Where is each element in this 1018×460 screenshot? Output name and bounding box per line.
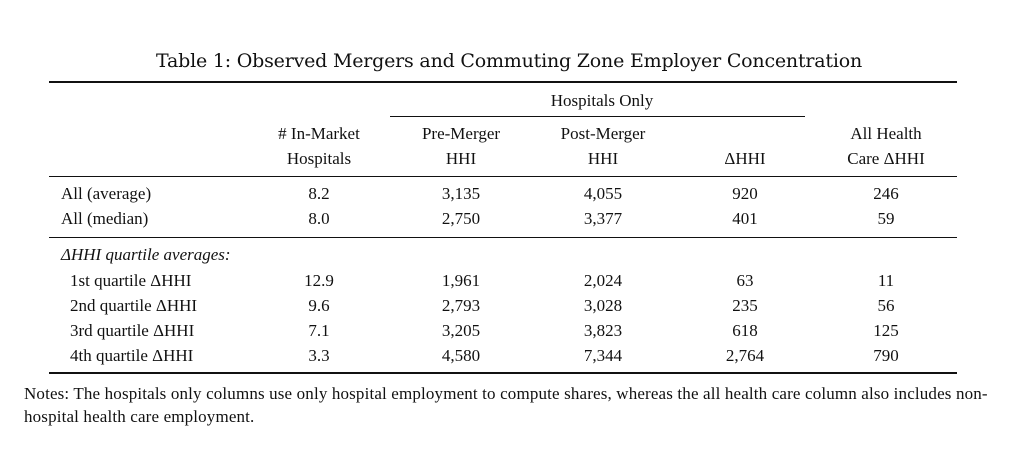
table-cell: 3,205 (441, 321, 481, 340)
table-cell: 125 (873, 321, 899, 340)
quartile-section-heading: ΔHHI quartile averages: (61, 245, 231, 264)
row-label: 3rd quartile ΔHHI (70, 321, 195, 340)
row-label: 2nd quartile ΔHHI (70, 296, 198, 315)
table-cell: 2,764 (725, 346, 765, 365)
row-label: 4th quartile ΔHHI (70, 346, 194, 365)
table-cell: 56 (877, 296, 895, 315)
table-cell: 9.6 (308, 296, 330, 315)
table-cell: 618 (732, 321, 758, 340)
table-cell: 790 (873, 346, 899, 365)
table-cell: 3,135 (441, 184, 481, 203)
table-cell: 3,823 (583, 321, 623, 340)
table-cell: 7,344 (583, 346, 623, 365)
table-cell: 63 (736, 271, 754, 290)
table-cell: 401 (732, 209, 758, 228)
col-header-all-health-1: All Health (850, 124, 922, 143)
col-header-delta-hhi: ΔHHI (724, 149, 766, 168)
row-label: All (median) (61, 209, 149, 228)
table-cell: 2,024 (583, 271, 623, 290)
table-notes: Notes: The hospitals only columns use on… (24, 384, 988, 426)
table-cell: 7.1 (308, 321, 330, 340)
table-cell: 8.0 (308, 209, 330, 228)
bottom-rule (49, 372, 957, 374)
header-rule (49, 176, 957, 177)
table-cell: 3,028 (583, 296, 623, 315)
row-label: All (average) (61, 184, 152, 203)
table-cell: 2,793 (441, 296, 481, 315)
col-header-in-market-2: Hospitals (286, 149, 352, 168)
table-cell: 59 (877, 209, 895, 228)
table-cell: 1,961 (441, 271, 481, 290)
col-header-all-health-2: Care ΔHHI (847, 149, 925, 168)
table-cell: 11 (877, 271, 895, 290)
col-header-post-merger-2: HHI (587, 149, 619, 168)
col-header-post-merger-1: Post-Merger (560, 124, 646, 143)
group-underline (390, 116, 805, 117)
group-header-hospitals-only: Hospitals Only (550, 91, 654, 110)
table-cell: 920 (732, 184, 758, 203)
table-cell: 3.3 (308, 346, 330, 365)
col-header-in-market-1: # In-Market (278, 124, 360, 143)
top-rule (49, 81, 957, 83)
table-cell: 2,750 (441, 209, 481, 228)
table-cell: 235 (732, 296, 758, 315)
col-header-pre-merger-1: Pre-Merger (421, 124, 501, 143)
row-label: 1st quartile ΔHHI (70, 271, 192, 290)
table-cell: 4,055 (583, 184, 623, 203)
table-cell: 4,580 (441, 346, 481, 365)
table-caption: Table 1: Observed Mergers and Commuting … (156, 50, 862, 72)
table-cell: 246 (873, 184, 899, 203)
table-cell: 8.2 (308, 184, 330, 203)
table-cell: 12.9 (304, 271, 334, 290)
col-header-pre-merger-2: HHI (445, 149, 477, 168)
section-rule (49, 237, 957, 238)
table-cell: 3,377 (583, 209, 623, 228)
